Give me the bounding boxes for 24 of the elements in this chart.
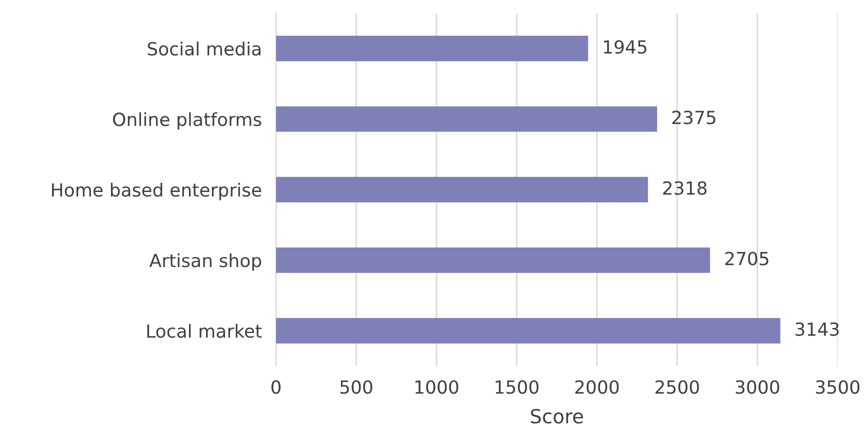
y-tick-label: Artisan shop xyxy=(149,253,262,271)
bar xyxy=(276,106,658,132)
x-tick-label: 3500 xyxy=(816,380,860,394)
data-label: 3143 xyxy=(796,322,839,336)
x-tick-label: 2000 xyxy=(575,380,619,394)
bar xyxy=(276,318,780,344)
y-tick-label: Social media xyxy=(148,42,260,56)
x-tick-label: 0 xyxy=(271,380,281,394)
data-label: 2705 xyxy=(725,252,768,266)
bar xyxy=(276,36,588,62)
bar xyxy=(276,247,710,273)
data-label: 2318 xyxy=(663,181,707,195)
x-tick-label: 3000 xyxy=(736,380,780,394)
x-tick-label: 1000 xyxy=(415,380,458,394)
data-label: 1945 xyxy=(604,40,646,54)
x-tick-label: 2500 xyxy=(656,380,699,394)
data-label: 2375 xyxy=(672,110,716,124)
x-tick-label: 1500 xyxy=(496,380,538,394)
x-tick-label: 500 xyxy=(340,380,372,394)
y-tick-label: Online platforms xyxy=(113,112,262,130)
x-axis-title: Score xyxy=(530,408,584,424)
bar xyxy=(276,176,648,202)
y-tick-label: Local market xyxy=(147,324,262,338)
y-tick-label: Home based enterprise xyxy=(52,182,262,200)
